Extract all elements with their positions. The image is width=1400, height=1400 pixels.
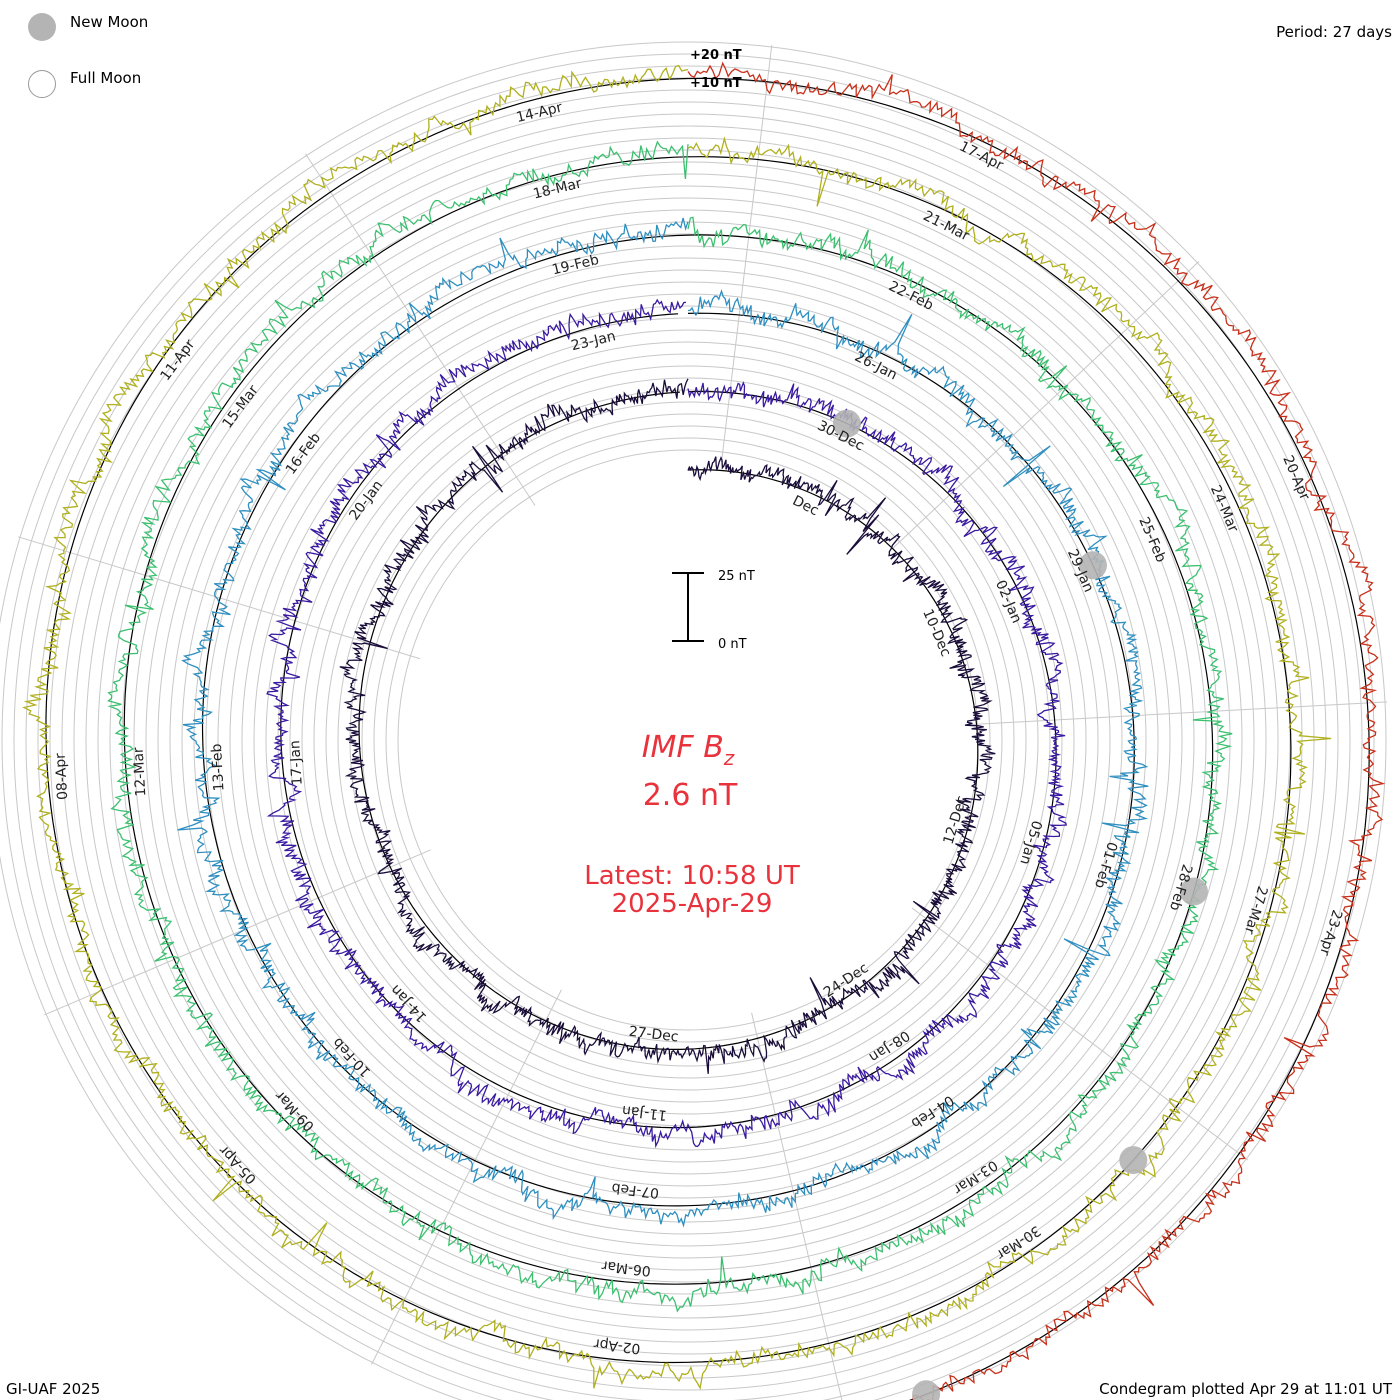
cycle-1-baseline	[358, 391, 979, 1050]
radial-spoke	[371, 989, 562, 1365]
new-moon-label: New Moon	[70, 13, 149, 31]
cycle-3-baseline	[201, 234, 1135, 1207]
chart-title-subscript: z	[723, 746, 735, 770]
date-label: 04-Feb	[908, 1092, 957, 1132]
date-label: 20-Apr	[1279, 453, 1312, 503]
grid-ring	[361, 413, 1015, 1067]
grid-ring	[325, 377, 1051, 1103]
date-labels: Dec10-Dec12-Dec24-Dec27-Dec30-Dec02-Jan0…	[53, 100, 1345, 1357]
current-value: 2.6 nT	[643, 778, 738, 813]
grid-ring	[289, 341, 1087, 1139]
cycle-2-trace	[266, 298, 1067, 1149]
ring-tick-20: +20 nT	[690, 48, 742, 63]
data-traces	[22, 61, 1386, 1400]
date-label: Dec	[790, 493, 821, 519]
date-label: 13-Feb	[209, 743, 228, 792]
radial-spoke	[305, 153, 536, 506]
cycle-2-baseline	[280, 313, 1057, 1129]
date-label: 07-Feb	[611, 1179, 660, 1200]
grid-ring	[253, 305, 1123, 1175]
grid-ring	[13, 65, 1363, 1400]
grid-ring	[385, 437, 991, 1043]
latest-date: 2025-Apr-29	[612, 889, 773, 919]
cycle-6-baseline	[687, 77, 1370, 1400]
scale-bar-bottom-label: 0 nT	[718, 637, 747, 652]
grid-ring	[37, 89, 1339, 1391]
cycle-6-trace	[687, 61, 1386, 1400]
date-label: 17-Jan	[287, 740, 306, 786]
grid-ring	[0, 41, 1387, 1400]
date-label: 17-Apr	[957, 139, 1006, 174]
radial-spoke	[721, 44, 773, 463]
date-label: 11-Jan	[621, 1102, 668, 1123]
grid-ring	[73, 125, 1303, 1355]
new-moon-marker	[1119, 1146, 1148, 1175]
radial-spoke	[751, 1012, 843, 1400]
new-moon-marker	[832, 409, 861, 438]
full-moon-label: Full Moon	[70, 69, 142, 87]
date-label: 30-Mar	[993, 1222, 1043, 1263]
chart-title-main: IMF B	[642, 730, 724, 765]
date-label: 25-Feb	[1135, 515, 1169, 565]
cycle-5-trace	[22, 64, 1332, 1390]
grid-ring	[109, 161, 1267, 1319]
footer-plotted: Condegram plotted Apr 29 at 11:01 UT	[1099, 1380, 1392, 1398]
radial-spoke	[892, 261, 1200, 549]
cycle-3-trace	[177, 217, 1149, 1228]
date-label: 09-Mar	[272, 1087, 318, 1134]
cycle-4-trace	[107, 140, 1233, 1313]
radial-spoke	[911, 907, 1249, 1161]
grid-ring	[205, 257, 1171, 1223]
full-moon-icon	[28, 70, 56, 98]
date-label: 08-Apr	[53, 752, 72, 800]
date-label: 12-Mar	[131, 747, 150, 797]
new-moon-marker	[1179, 877, 1208, 906]
date-label: 15-Mar	[220, 382, 262, 431]
grid-ring	[1, 53, 1375, 1400]
cycle-4-baseline	[123, 156, 1214, 1285]
grid-ring	[157, 209, 1219, 1271]
date-label: 26-Jan	[852, 349, 900, 384]
grid-ring	[181, 233, 1195, 1247]
date-label: 27-Dec	[628, 1024, 679, 1046]
grid-ring	[133, 185, 1243, 1295]
grid-ring	[85, 137, 1291, 1343]
date-label: 14-Apr	[515, 100, 564, 126]
grid-ring	[229, 281, 1147, 1199]
cycle-baselines	[45, 77, 1370, 1400]
scale-bar: 25 nT 0 nT	[672, 569, 755, 652]
radial-spoke	[967, 701, 1387, 726]
period-label: Period: 27 days	[1276, 23, 1392, 41]
date-label: 02-Apr	[593, 1335, 642, 1356]
cycle-1-trace	[339, 378, 996, 1074]
radial-spoke	[44, 849, 431, 1016]
cycle-5-baseline	[45, 77, 1292, 1364]
scale-bar-top-label: 25 nT	[718, 569, 755, 584]
ring-grid	[0, 41, 1387, 1400]
ring-tick-10: +10 nT	[690, 76, 742, 91]
new-moon-marker	[912, 1380, 941, 1400]
date-label: 21-Mar	[920, 208, 971, 245]
grid-ring	[373, 425, 1003, 1055]
date-label: 06-Mar	[601, 1257, 652, 1279]
new-moon-icon	[28, 13, 56, 41]
chart-title: IMF Bz	[642, 730, 735, 770]
radial-spoke	[17, 536, 421, 660]
grid-ring	[145, 197, 1231, 1283]
grid-ring	[265, 317, 1111, 1163]
grid-ring	[49, 101, 1327, 1379]
grid-ring	[313, 365, 1063, 1115]
latest-time: Latest: 10:58 UT	[584, 861, 800, 891]
grid-ring	[217, 269, 1159, 1211]
footer-credit: GI-UAF 2025	[6, 1380, 101, 1398]
moon-markers	[832, 409, 1208, 1400]
new-moon-marker	[1079, 551, 1107, 580]
